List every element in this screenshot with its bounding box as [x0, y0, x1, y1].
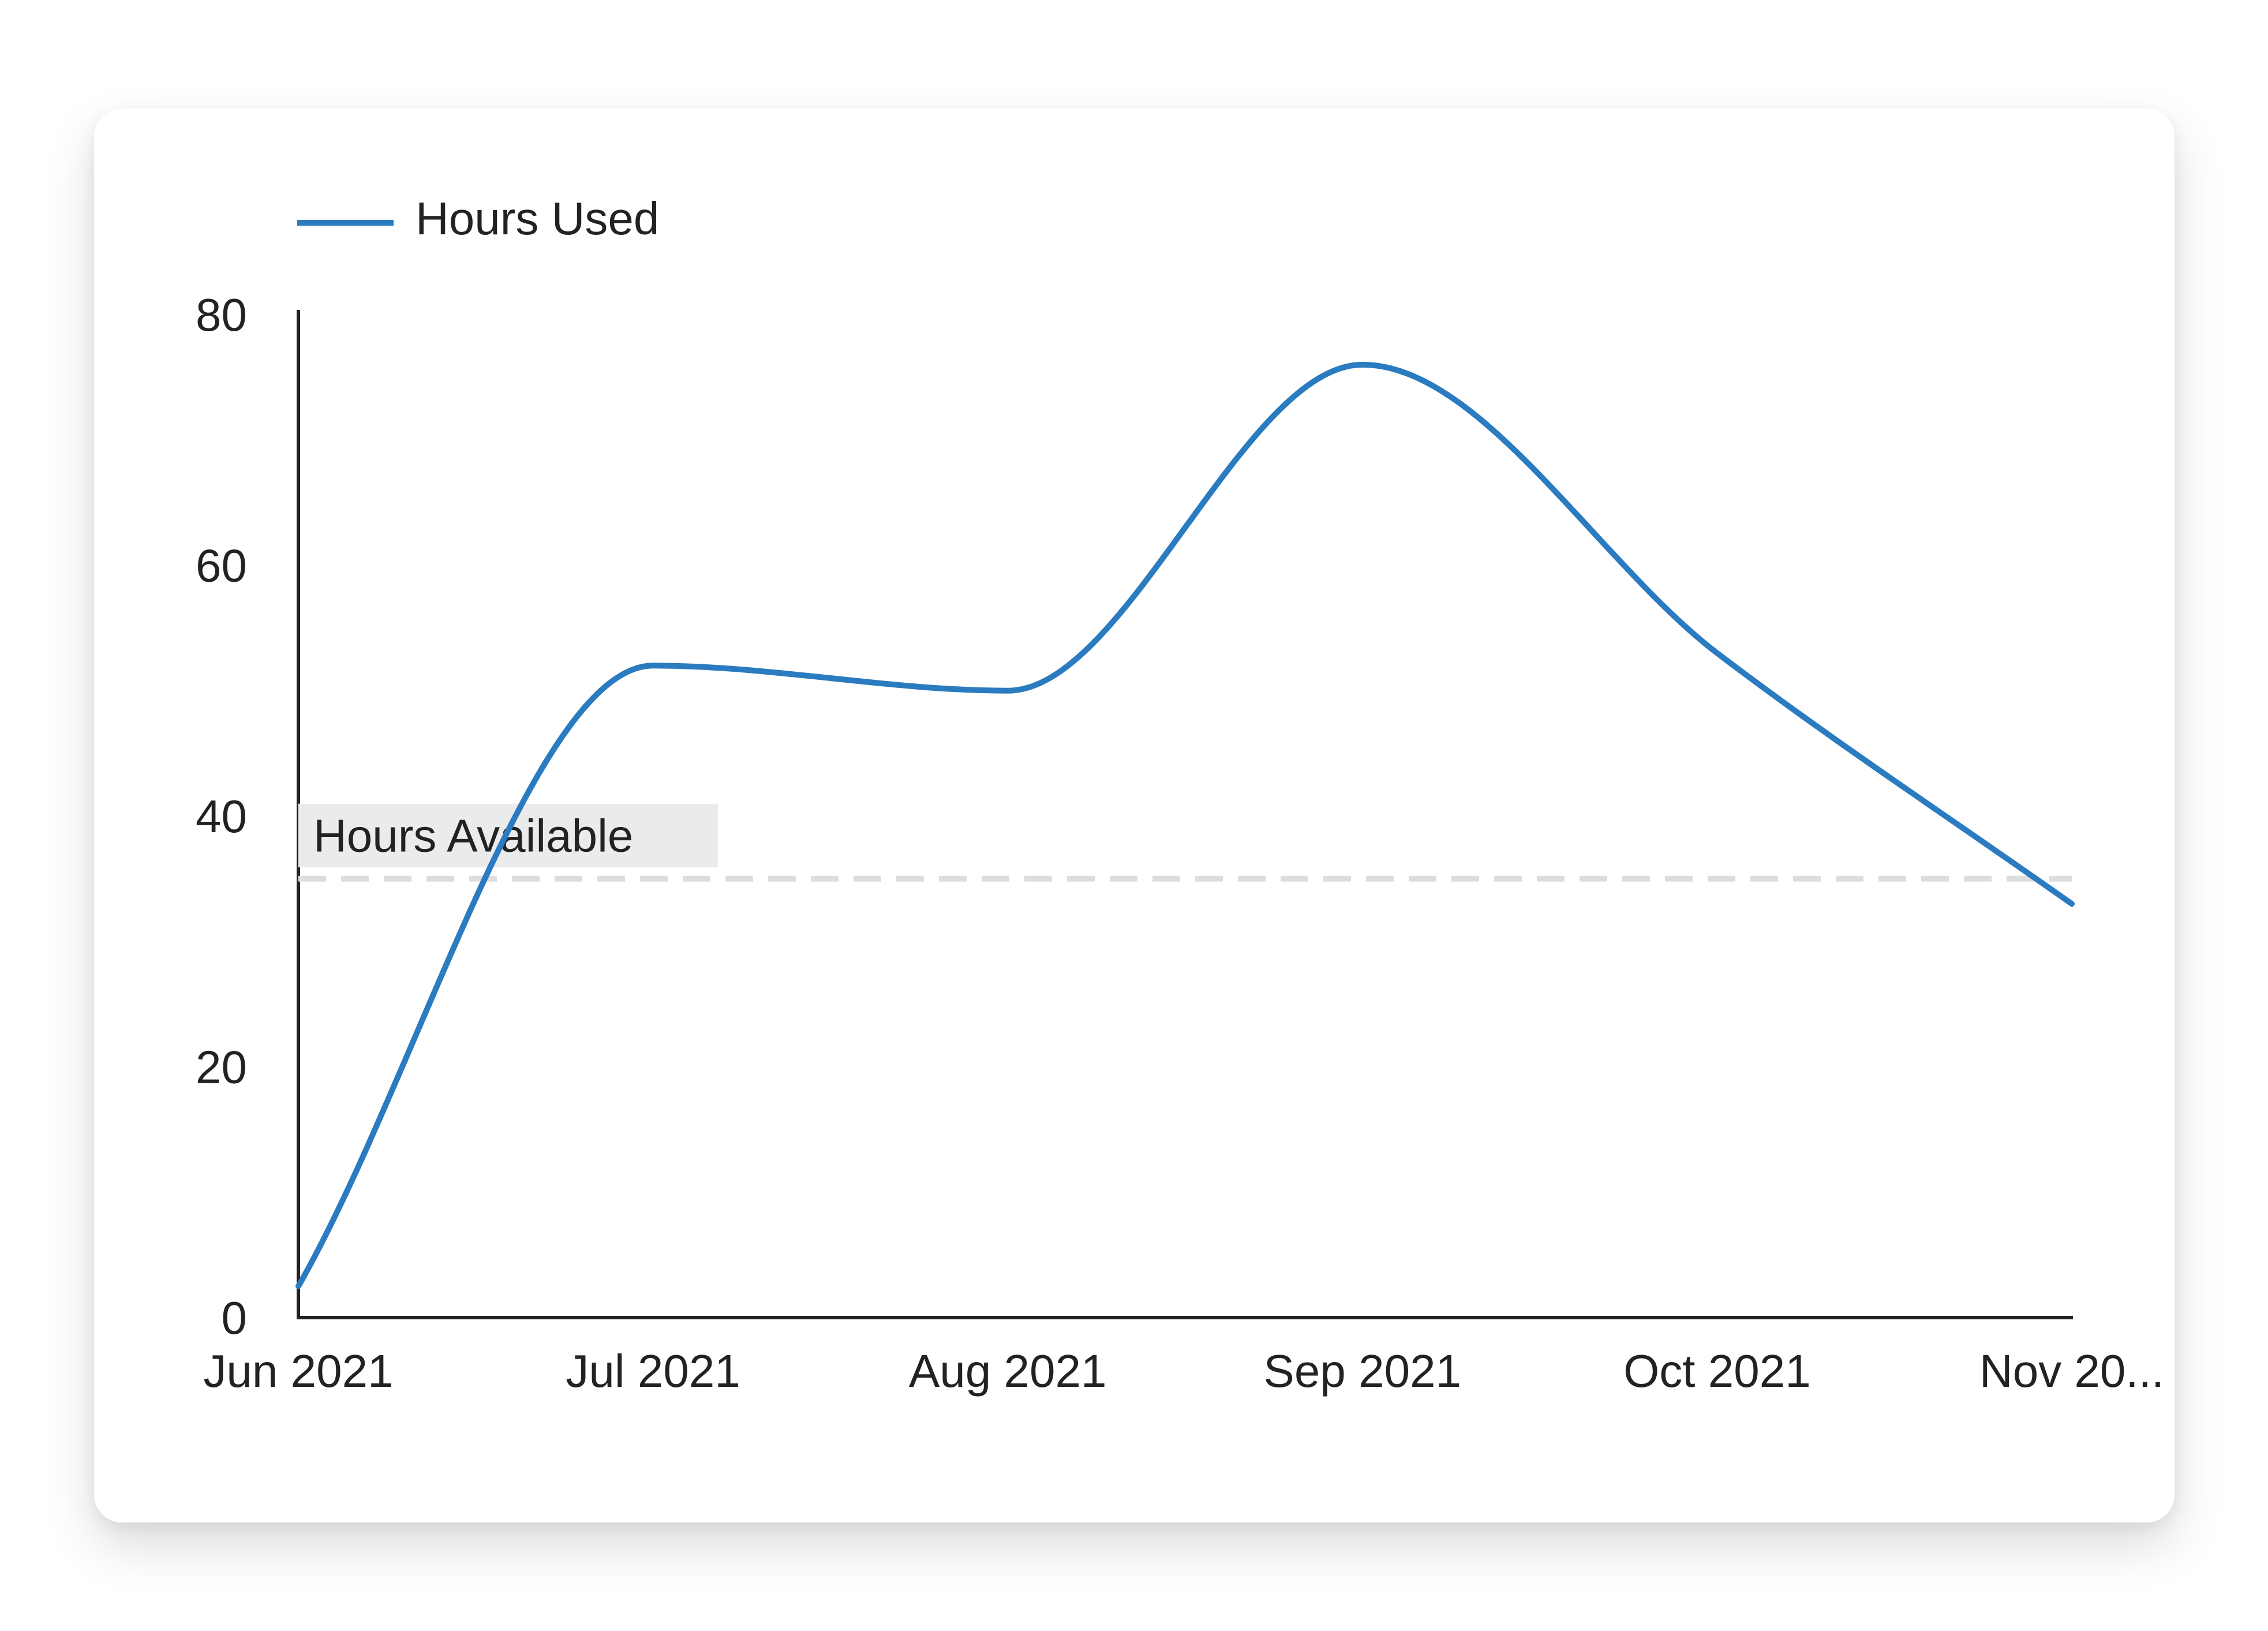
y-tick-labels: 0 20 40 60 80: [196, 289, 247, 1344]
x-tick-label: Nov 20...: [1979, 1345, 2164, 1397]
x-tick-labels: Jun 2021 Jul 2021 Aug 2021 Sep 2021 Oct 2021…: [203, 1345, 2164, 1397]
reference-line-layer: Hours Available: [298, 803, 2072, 882]
y-tick-label: 0: [222, 1292, 248, 1344]
series-line-hours-used[interactable]: [295, 361, 2075, 1289]
legend-label-hours-used: Hours Used: [416, 193, 659, 244]
x-tick-label: Jun 2021: [203, 1345, 393, 1397]
y-tick-label: 80: [196, 289, 247, 341]
data-point[interactable]: [1004, 687, 1011, 694]
x-tick-label: Sep 2021: [1264, 1345, 1462, 1397]
data-point[interactable]: [295, 1283, 302, 1290]
y-tick-label: 60: [196, 540, 247, 592]
x-tick-label: Aug 2021: [909, 1345, 1107, 1397]
y-tick-label: 20: [196, 1042, 247, 1093]
data-point[interactable]: [1713, 650, 1720, 657]
data-point[interactable]: [2068, 900, 2075, 907]
y-axis: 0 20 40 60 80: [196, 289, 300, 1344]
series-layer: [295, 361, 2075, 1290]
x-axis: Jun 2021 Jul 2021 Aug 2021 Sep 2021 Oct 2021…: [203, 1316, 2164, 1397]
data-point[interactable]: [650, 662, 657, 669]
data-point[interactable]: [1359, 361, 1366, 368]
x-tick-label: Oct 2021: [1623, 1345, 1811, 1397]
reference-line-label: Hours Available: [313, 810, 633, 862]
y-tick-label: 40: [196, 791, 247, 842]
x-tick-label: Jul 2021: [566, 1345, 740, 1397]
legend[interactable]: Hours Used: [297, 193, 659, 244]
